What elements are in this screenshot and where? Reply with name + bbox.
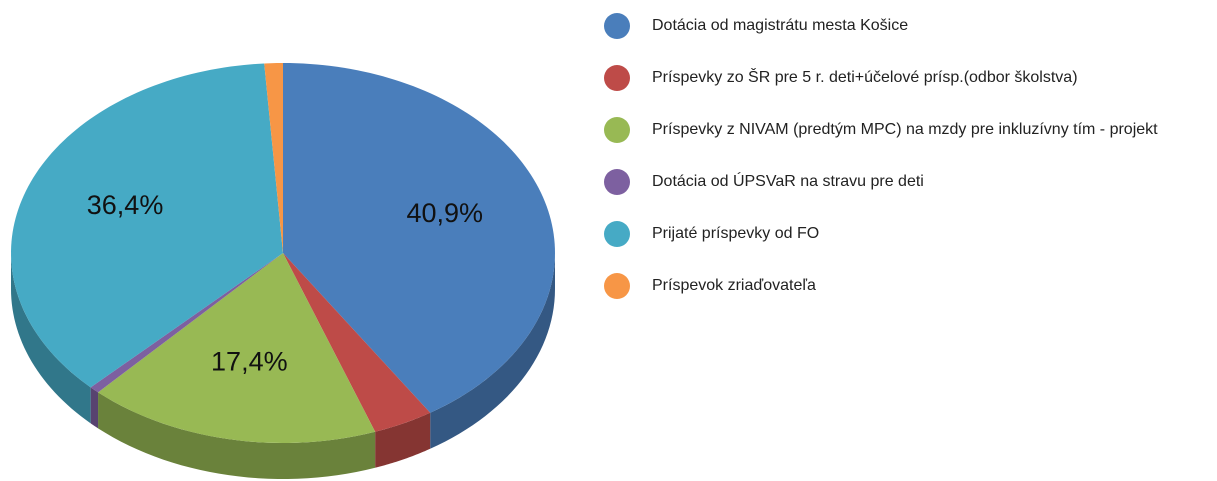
pie-chart: 40,9% 17,4% 36,4% (11, 63, 555, 479)
legend-item: Príspevky zo ŠR pre 5 r. deti+účelové pr… (604, 64, 1204, 92)
slice (283, 253, 431, 432)
legend-item: Dotácia od ÚPSVaR na stravu pre deti (604, 168, 1204, 196)
legend-swatch (604, 13, 630, 39)
legend-label: Príspevky zo ŠR pre 5 r. deti+účelové pr… (652, 69, 1078, 86)
slice (283, 63, 555, 413)
legend: Dotácia od magistrátu mesta Košice Príspe… (604, 12, 1204, 324)
legend-swatch (604, 65, 630, 91)
slice-side (430, 253, 555, 449)
legend-swatch (604, 273, 630, 299)
legend-item: Prijaté príspevky od FO (604, 220, 1204, 248)
legend-label: Príspevky z NIVAM (predtým MPC) na mzdy … (652, 121, 1158, 138)
legend-swatch (604, 221, 630, 247)
legend-swatch (604, 117, 630, 143)
data-label: 17,4% (211, 347, 288, 377)
slice (98, 253, 376, 443)
legend-label: Dotácia od ÚPSVaR na stravu pre deti (652, 173, 924, 190)
slice (264, 63, 283, 253)
legend-label: Príspevok zriaďovateľa (652, 277, 816, 294)
slice-side (98, 392, 376, 479)
legend-label: Dotácia od magistrátu mesta Košice (652, 17, 909, 34)
data-label: 36,4% (87, 190, 164, 220)
legend-item: Príspevky z NIVAM (predtým MPC) na mzdy … (604, 116, 1204, 144)
slice-side (90, 387, 99, 429)
slice-side (375, 412, 431, 468)
slice (11, 63, 284, 388)
legend-swatch (604, 169, 630, 195)
legend-item: Príspevok zriaďovateľa (604, 272, 1204, 300)
slice (90, 253, 283, 393)
legend-item: Dotácia od magistrátu mesta Košice (604, 12, 1204, 40)
legend-label: Prijaté príspevky od FO (652, 225, 820, 242)
data-label: 40,9% (407, 198, 484, 228)
slice-side (11, 253, 91, 424)
